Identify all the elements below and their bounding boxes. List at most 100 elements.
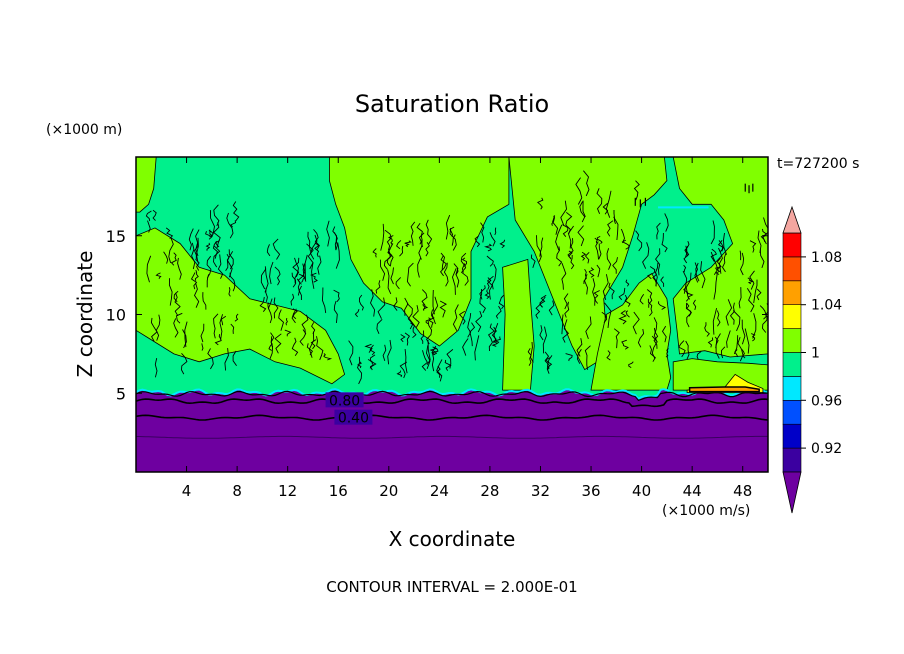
cloud-contour-1-53 xyxy=(292,308,298,320)
cloud-contour-4-49 xyxy=(562,319,570,343)
cloud-contour-3-26 xyxy=(499,239,506,249)
cloud-contour-0-2 xyxy=(207,348,214,370)
cloud-contour-2-27 xyxy=(426,345,431,370)
cloud-contour-0-56 xyxy=(213,313,219,339)
cloud-contour-4-83 xyxy=(595,241,599,260)
colorbar-label-3: 1.04 xyxy=(811,298,842,314)
cloud-contour-0-55 xyxy=(145,210,152,222)
cloud-contour-0-19 xyxy=(168,237,174,264)
cloud-contour-2-63 xyxy=(367,359,374,369)
cloud-contour-3-18 xyxy=(493,336,502,345)
y-tick-label-5: 5 xyxy=(116,384,126,403)
x-tick-label-32: 32 xyxy=(531,482,550,500)
cloud-contour-4-89 xyxy=(576,348,582,364)
cloud-contour-5-20 xyxy=(738,287,742,309)
cloud-contour-3-31 xyxy=(488,338,493,352)
cloud-contour-1-41 xyxy=(298,273,306,283)
cloud-contour-4-57 xyxy=(593,290,600,304)
contour-labels: 0.80 0.40 xyxy=(325,392,373,427)
x-unit-label: (×1000 m/s) xyxy=(662,503,750,519)
cloud-contour-2-13 xyxy=(431,296,439,325)
cloud-contour-5-16 xyxy=(723,232,728,255)
cloud-contour-2-4 xyxy=(440,255,447,277)
colorbar-swatch-7 xyxy=(782,280,802,305)
cloud-contour-2-11 xyxy=(369,289,376,317)
cloud-contour-4-94 xyxy=(548,300,555,316)
colorbar-under-arrow xyxy=(782,471,802,514)
cloud-contour-0-9 xyxy=(191,242,196,270)
colorbar-label-4: 1.08 xyxy=(811,250,842,266)
cloud-contour-5-3 xyxy=(713,273,718,300)
cloud-contour-4-59 xyxy=(556,246,563,267)
colorbar-label-2: 1 xyxy=(811,346,820,362)
cloud-contour-1-0 xyxy=(302,263,307,282)
cloud-contour-1-12 xyxy=(285,318,288,326)
cloud-contour-4-12 xyxy=(653,317,658,342)
cloud-contour-5-32 xyxy=(729,302,735,325)
cloud-contour-4-26 xyxy=(536,235,542,262)
cloud-contour-5-22 xyxy=(725,299,733,326)
cloud-contour-1-3 xyxy=(266,244,271,257)
cloud-contour-2-47 xyxy=(449,226,455,237)
cloud-contour-4-24 xyxy=(546,355,553,374)
cloud-contour-3-15 xyxy=(469,322,476,347)
cloud-contour-4-7 xyxy=(567,225,574,249)
boundary-edge xyxy=(136,388,768,400)
cloud-contour-2-49 xyxy=(436,359,443,382)
cloud-contour-5-7 xyxy=(710,220,715,245)
cloud-contour-1-25 xyxy=(268,343,273,351)
cloud-contour-2-34 xyxy=(406,303,414,330)
cloud-contour-1-17 xyxy=(333,289,340,302)
cloud-contour-4-60 xyxy=(601,311,608,324)
cloud-contour-4-98 xyxy=(584,274,588,295)
cloud-contour-4-74 xyxy=(579,201,586,223)
cloud-contour-5-62 xyxy=(744,328,750,354)
cloud-contour-4-20 xyxy=(661,232,668,253)
cloud-contour-4-31 xyxy=(552,215,559,235)
cloud-contour-0-5 xyxy=(195,237,199,263)
cloud-contour-3-35 xyxy=(486,255,494,267)
cloud-contour-1-30 xyxy=(317,255,322,275)
cloud-contour-4-68 xyxy=(577,225,585,247)
cloud-contour-4-42 xyxy=(621,339,629,350)
cloud-contour-5-36 xyxy=(762,316,768,333)
cloud-contour-4-90 xyxy=(649,345,656,362)
contour-lines xyxy=(136,390,768,439)
cloud-contour-0-61 xyxy=(193,242,199,260)
cloud-contour-5-8 xyxy=(678,340,686,358)
cloud-contour-0-58 xyxy=(170,252,177,266)
x-axis: 4 8 12 16 20 24 28 32 36 40 44 48 xyxy=(182,157,752,500)
cloud-contour-2-2 xyxy=(436,366,441,378)
cloud-contour-2-54 xyxy=(426,320,433,345)
cloud-contour-4-35 xyxy=(642,242,650,269)
cloud-contour-0-27 xyxy=(146,255,152,283)
cloud-contour-4-45 xyxy=(625,310,630,318)
cloud-contour-1-26 xyxy=(278,309,285,331)
cloud-contour-4-32 xyxy=(605,190,612,218)
cloud-contour-4-36 xyxy=(618,287,626,301)
cloud-contour-5-26 xyxy=(747,277,755,285)
cloud-contour-1-7 xyxy=(272,238,281,260)
cloud-contour-3-0 xyxy=(458,310,466,325)
colorbar-swatch-2 xyxy=(782,399,802,425)
cloud-contour-0-24 xyxy=(163,251,169,264)
cloud-contour-2-51 xyxy=(431,345,437,372)
cloud-contour-2-10 xyxy=(421,350,428,371)
cloud-contour-5-37 xyxy=(741,349,746,359)
cloud-contour-4-19 xyxy=(536,197,544,210)
cloud-contour-0-28 xyxy=(168,278,173,306)
cloud-contour-3-8 xyxy=(460,252,467,273)
cloud-contour-5-1 xyxy=(682,270,688,294)
x-tick-label-4: 4 xyxy=(182,482,192,500)
cloud-contour-0-45 xyxy=(205,242,211,251)
cloud-contour-5-27 xyxy=(685,302,693,328)
cloud-contour-5-21 xyxy=(716,310,721,327)
cloud-contour-5-33 xyxy=(695,262,700,282)
cloud-contour-4-48 xyxy=(612,257,618,274)
plot-area: 0.80 0.40 xyxy=(136,157,768,472)
cloud-contour-5-53 xyxy=(759,249,765,269)
contour-label-0: 0.80 xyxy=(329,393,360,409)
cloud-contour-5-18 xyxy=(746,288,755,313)
cloud-contour-4-30 xyxy=(602,202,609,215)
cloud-contour-4-96 xyxy=(539,237,544,257)
